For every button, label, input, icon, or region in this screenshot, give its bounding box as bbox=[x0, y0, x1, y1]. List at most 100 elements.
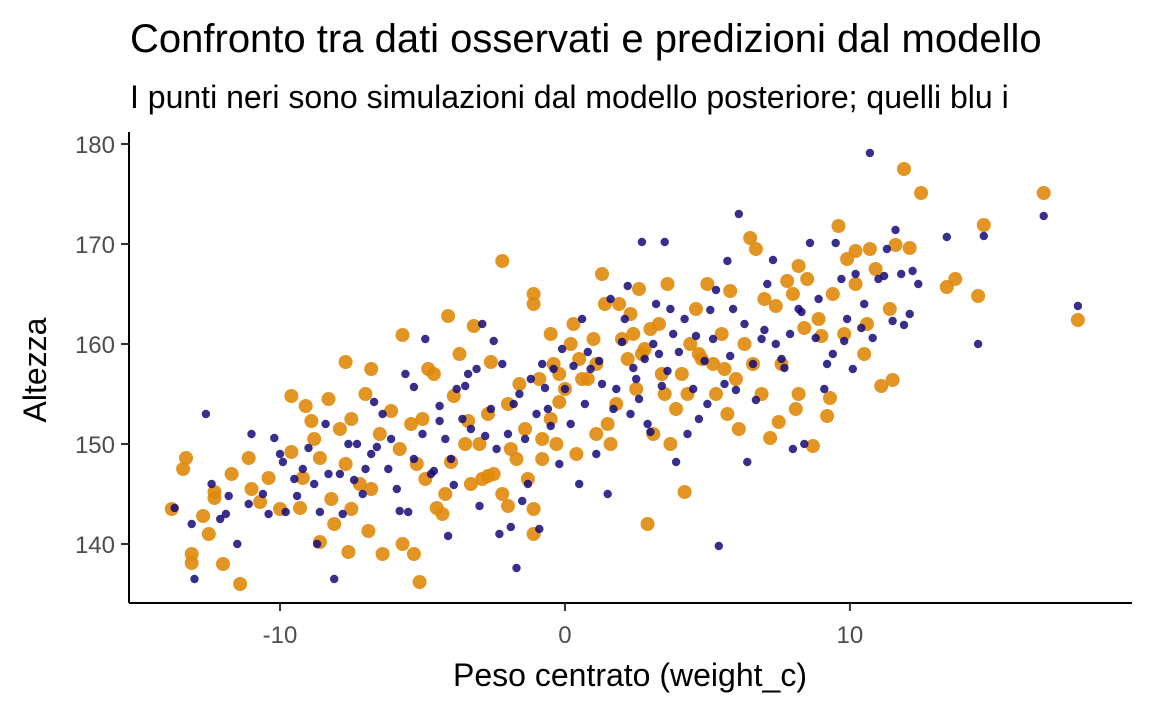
observed-point bbox=[737, 337, 752, 351]
y-tick-label: 140 bbox=[75, 532, 115, 559]
observed-point bbox=[184, 556, 199, 570]
predicted-point bbox=[731, 385, 741, 395]
predicted-point bbox=[857, 323, 866, 333]
observed-point bbox=[728, 372, 743, 386]
x-tick-label: 10 bbox=[837, 622, 864, 649]
x-axis-label: Peso centrato (weight_c) bbox=[453, 657, 807, 693]
predicted-point bbox=[623, 281, 632, 291]
predicted-point bbox=[546, 421, 555, 431]
predicted-point bbox=[785, 329, 795, 339]
observed-point bbox=[344, 502, 359, 516]
predicted-point bbox=[512, 563, 521, 573]
predicted-point bbox=[515, 389, 524, 399]
predicted-point bbox=[979, 231, 988, 241]
predicted-point bbox=[233, 539, 242, 549]
observed-point bbox=[261, 471, 276, 485]
predicted-point bbox=[860, 299, 869, 309]
observed-point bbox=[820, 409, 835, 423]
observed-point bbox=[848, 277, 863, 291]
predicted-point bbox=[247, 429, 256, 439]
predicted-point bbox=[899, 320, 909, 330]
predicted-point bbox=[726, 351, 735, 361]
predicted-point bbox=[321, 419, 330, 429]
predicted-point bbox=[654, 349, 664, 359]
predicted-point bbox=[757, 334, 766, 344]
predicted-point bbox=[475, 501, 484, 511]
observed-point bbox=[971, 289, 986, 303]
observed-point bbox=[706, 357, 721, 371]
x-tick-label: -10 bbox=[263, 622, 298, 649]
predicted-point bbox=[734, 209, 743, 219]
observed-point bbox=[603, 437, 618, 451]
observed-point bbox=[441, 309, 456, 323]
predicted-point bbox=[472, 364, 481, 374]
predicted-point bbox=[466, 424, 476, 434]
observed-point bbox=[612, 297, 627, 311]
predicted-point bbox=[372, 442, 382, 452]
predicted-point bbox=[660, 237, 669, 247]
observed-point bbox=[629, 382, 644, 396]
predicted-point bbox=[763, 279, 772, 289]
predicted-point bbox=[352, 439, 362, 449]
y-ticks: 140 150 160 170 180 bbox=[75, 132, 129, 559]
observed-point bbox=[284, 389, 299, 403]
observed-point bbox=[586, 332, 601, 346]
observed-point bbox=[689, 302, 703, 316]
predicted-point bbox=[478, 319, 487, 329]
observed-point bbox=[384, 404, 399, 418]
observed-point bbox=[224, 467, 239, 481]
observed-point bbox=[421, 362, 436, 376]
predicted-point bbox=[888, 316, 897, 326]
predicted-point bbox=[649, 339, 658, 349]
observed-point bbox=[811, 312, 826, 326]
predicted-point bbox=[703, 399, 712, 409]
observed-point bbox=[720, 407, 735, 421]
predicted-point bbox=[743, 457, 752, 467]
observed-point bbox=[341, 545, 356, 559]
predicted-point bbox=[748, 359, 758, 369]
predicted-point bbox=[828, 349, 837, 359]
observed-point bbox=[888, 238, 903, 252]
predicted-point bbox=[361, 464, 370, 474]
predicted-point bbox=[489, 336, 498, 346]
predicted-point bbox=[905, 309, 914, 319]
predicted-point bbox=[532, 409, 541, 419]
observed-point bbox=[512, 377, 527, 391]
predicted-point bbox=[503, 429, 513, 439]
observed-point bbox=[768, 299, 783, 313]
predicted-point bbox=[768, 255, 778, 265]
predicted-point bbox=[304, 443, 313, 453]
predicted-point bbox=[689, 384, 698, 394]
predicted-point bbox=[603, 489, 612, 499]
observed-point bbox=[632, 282, 646, 296]
y-tick-label: 170 bbox=[75, 232, 115, 259]
predicted-point bbox=[848, 364, 857, 374]
predicted-point bbox=[446, 454, 456, 464]
predicted-point bbox=[310, 479, 319, 489]
predicted-point bbox=[617, 337, 627, 347]
predicted-point bbox=[549, 364, 558, 374]
observed-point bbox=[293, 501, 307, 515]
y-tick-label: 160 bbox=[75, 332, 115, 359]
observed-point bbox=[882, 302, 897, 316]
predicted-point bbox=[805, 238, 815, 248]
observed-point bbox=[1070, 313, 1085, 327]
predicted-point bbox=[868, 333, 877, 343]
predicted-point bbox=[831, 238, 840, 248]
predicted-point bbox=[292, 491, 302, 501]
observed-point bbox=[241, 451, 256, 465]
observed-point bbox=[669, 402, 684, 416]
predicted-point bbox=[1073, 301, 1083, 311]
predicted-point bbox=[338, 509, 347, 519]
predicted-point bbox=[632, 374, 641, 384]
predicted-point bbox=[315, 507, 325, 517]
predicted-point bbox=[683, 429, 692, 439]
predicted-point bbox=[814, 294, 823, 304]
observed-point bbox=[640, 517, 655, 531]
predicted-point bbox=[281, 507, 290, 517]
predicted-point bbox=[264, 509, 273, 519]
observed-point bbox=[324, 492, 339, 506]
observed-point bbox=[652, 317, 666, 331]
